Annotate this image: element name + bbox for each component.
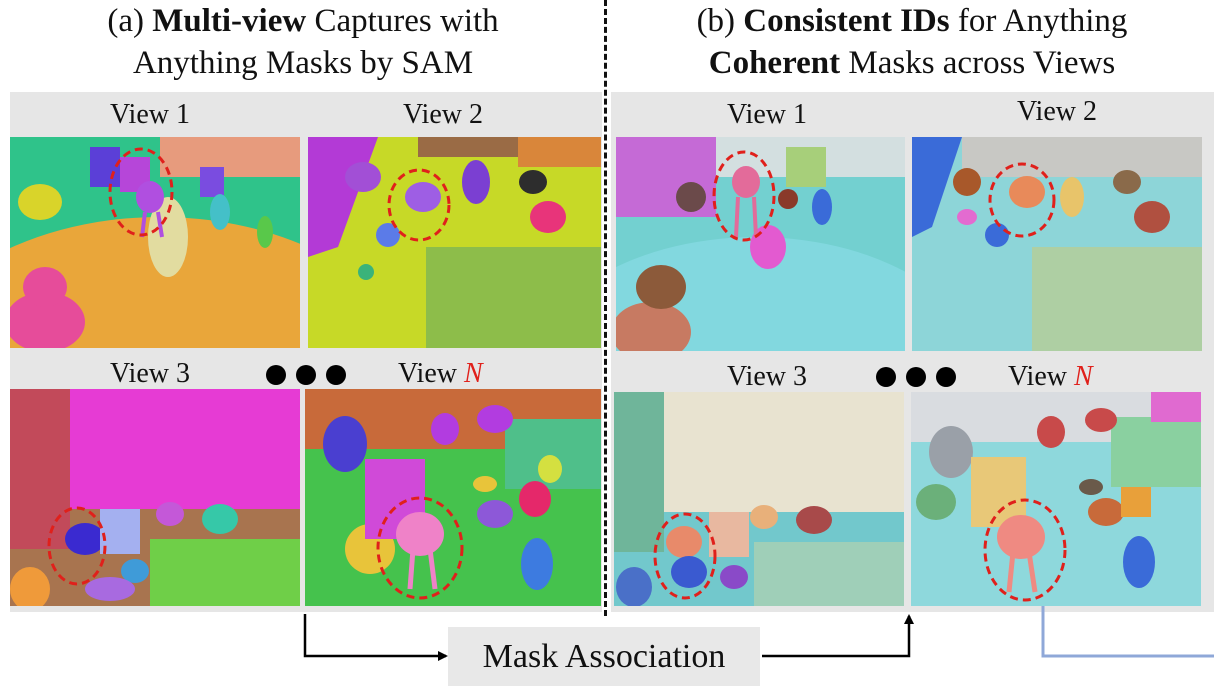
panel-b-view1-image xyxy=(616,137,905,351)
panel-b-view3-label: View 3 xyxy=(727,361,807,392)
mask-association-box: Mask Association xyxy=(448,627,760,686)
panel-a-ellipsis-dots xyxy=(266,365,346,385)
panel-b-viewN-image xyxy=(911,392,1201,606)
panel-b-view3-image xyxy=(614,392,904,606)
panel-a-view3-label: View 3 xyxy=(110,358,190,389)
panel-a-viewN-label: View N xyxy=(398,358,483,389)
panel-b-ellipsis-dots xyxy=(876,367,956,387)
panel-a-view1-image xyxy=(10,137,300,348)
panel-b-view2-label: View 2 xyxy=(1017,96,1097,127)
panel-a-title: (a) Multi-view Captures with Anything Ma… xyxy=(107,3,499,81)
panel-b-view1-label: View 1 xyxy=(727,99,807,130)
panel-a-viewN-image xyxy=(305,389,601,606)
panel-a-view1-label: View 1 xyxy=(110,99,190,130)
panel-b-viewN-label: View N xyxy=(1008,361,1093,392)
panel-a-view2-image xyxy=(308,137,601,348)
connector-line xyxy=(1041,606,1214,658)
arrow-to-association xyxy=(303,614,448,661)
panel-b-view2-image xyxy=(912,137,1202,351)
panel-a-view2-label: View 2 xyxy=(403,99,483,130)
panel-a-view3-image xyxy=(10,389,300,606)
arrow-from-association xyxy=(762,614,914,658)
panel-divider xyxy=(604,0,607,616)
panel-b-title: (b) Consistent IDs for Anything Coherent… xyxy=(696,3,1128,81)
